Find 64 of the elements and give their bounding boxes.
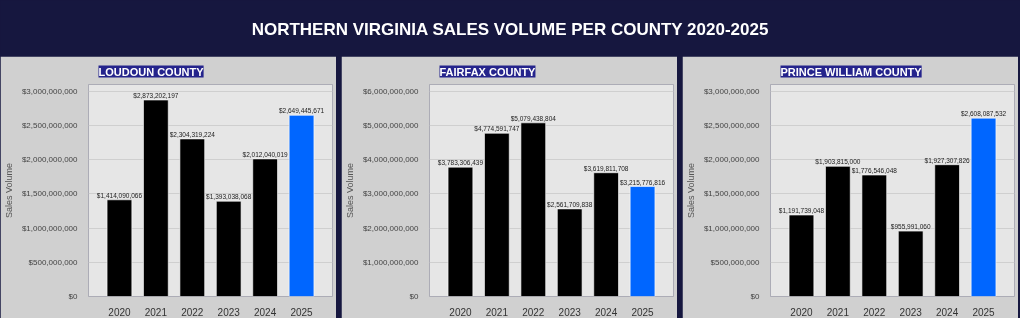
y-tick-label: $500,000,000 (710, 257, 761, 267)
y-tick-label: $3,000,000,000 (21, 86, 79, 96)
y-tick-label: $0 (409, 292, 420, 301)
x-tick-label: 2024 (936, 306, 959, 318)
x-tick-label: 2021 (485, 306, 509, 318)
y-tick-label: $4,000,000,000 (362, 155, 420, 165)
x-tick-label: 2023 (899, 306, 923, 318)
y-tick-label: $1,500,000,000 (21, 189, 79, 199)
text: NORTHERN VIRGINIA SALES VOLUME PER COUNTY 2020-2025 (251, 19, 769, 39)
bar (970, 117, 997, 297)
bar (484, 132, 510, 297)
y-axis-title: Sales Volume (344, 162, 355, 219)
x-tick-label: 2023 (558, 306, 582, 318)
chart-title: FAIRFAX COUNTY (439, 65, 537, 78)
chart-title: LOUDOUN COUNTY (98, 65, 205, 78)
x-tick-label: 2023 (217, 306, 241, 318)
y-tick-label: $6,000,000,000 (362, 86, 420, 96)
x-tick-label: 2022 (522, 306, 545, 318)
y-tick-label: $1,500,000,000 (703, 189, 761, 199)
x-tick-label: 2022 (181, 306, 204, 318)
bar (447, 166, 474, 297)
x-tick-label: 2024 (254, 306, 277, 318)
y-tick-label: $0 (750, 292, 761, 301)
bar (898, 230, 924, 297)
bar (593, 172, 619, 297)
x-tick-label: 2025 (631, 306, 655, 318)
bar (934, 164, 960, 297)
y-tick-label: $1,000,000,000 (21, 223, 79, 233)
bar (788, 214, 815, 297)
x-tick-label: 2024 (595, 306, 618, 318)
bar (288, 115, 315, 297)
bar (252, 158, 278, 297)
bar (520, 122, 546, 297)
y-tick-label: $2,000,000,000 (21, 155, 79, 165)
y-tick-label: $1,000,000,000 (703, 223, 761, 233)
x-tick-label: 2020 (449, 306, 473, 318)
y-tick-label: $2,000,000,000 (362, 223, 420, 233)
y-axis-title: Sales Volume (685, 162, 696, 219)
y-tick-label: $3,000,000,000 (703, 86, 761, 96)
y-tick-label: $5,000,000,000 (362, 121, 420, 131)
bar (143, 99, 169, 297)
bar (629, 186, 656, 297)
bar (557, 208, 583, 297)
bar (825, 166, 851, 297)
y-tick-label: $3,000,000,000 (362, 189, 420, 199)
y-tick-label: $1,000,000,000 (362, 257, 420, 267)
y-axis-title: Sales Volume (3, 162, 14, 219)
bar (861, 174, 887, 297)
x-tick-label: 2020 (108, 306, 132, 318)
y-tick-label: $2,000,000,000 (703, 155, 761, 165)
bar (179, 138, 205, 297)
bar (106, 199, 133, 297)
x-tick-label: 2021 (144, 306, 168, 318)
x-tick-label: 2025 (972, 306, 996, 318)
x-tick-label: 2022 (863, 306, 886, 318)
chart-title: PRINCE WILLIAM COUNTY (780, 65, 923, 78)
y-tick-label: $500,000,000 (28, 257, 79, 267)
y-tick-label: $2,500,000,000 (21, 121, 79, 131)
y-tick-label: $2,500,000,000 (703, 121, 761, 131)
bar (216, 200, 242, 297)
y-tick-label: $0 (68, 292, 79, 301)
x-tick-label: 2021 (826, 306, 850, 318)
x-tick-label: 2020 (790, 306, 814, 318)
x-tick-label: 2025 (290, 306, 314, 318)
